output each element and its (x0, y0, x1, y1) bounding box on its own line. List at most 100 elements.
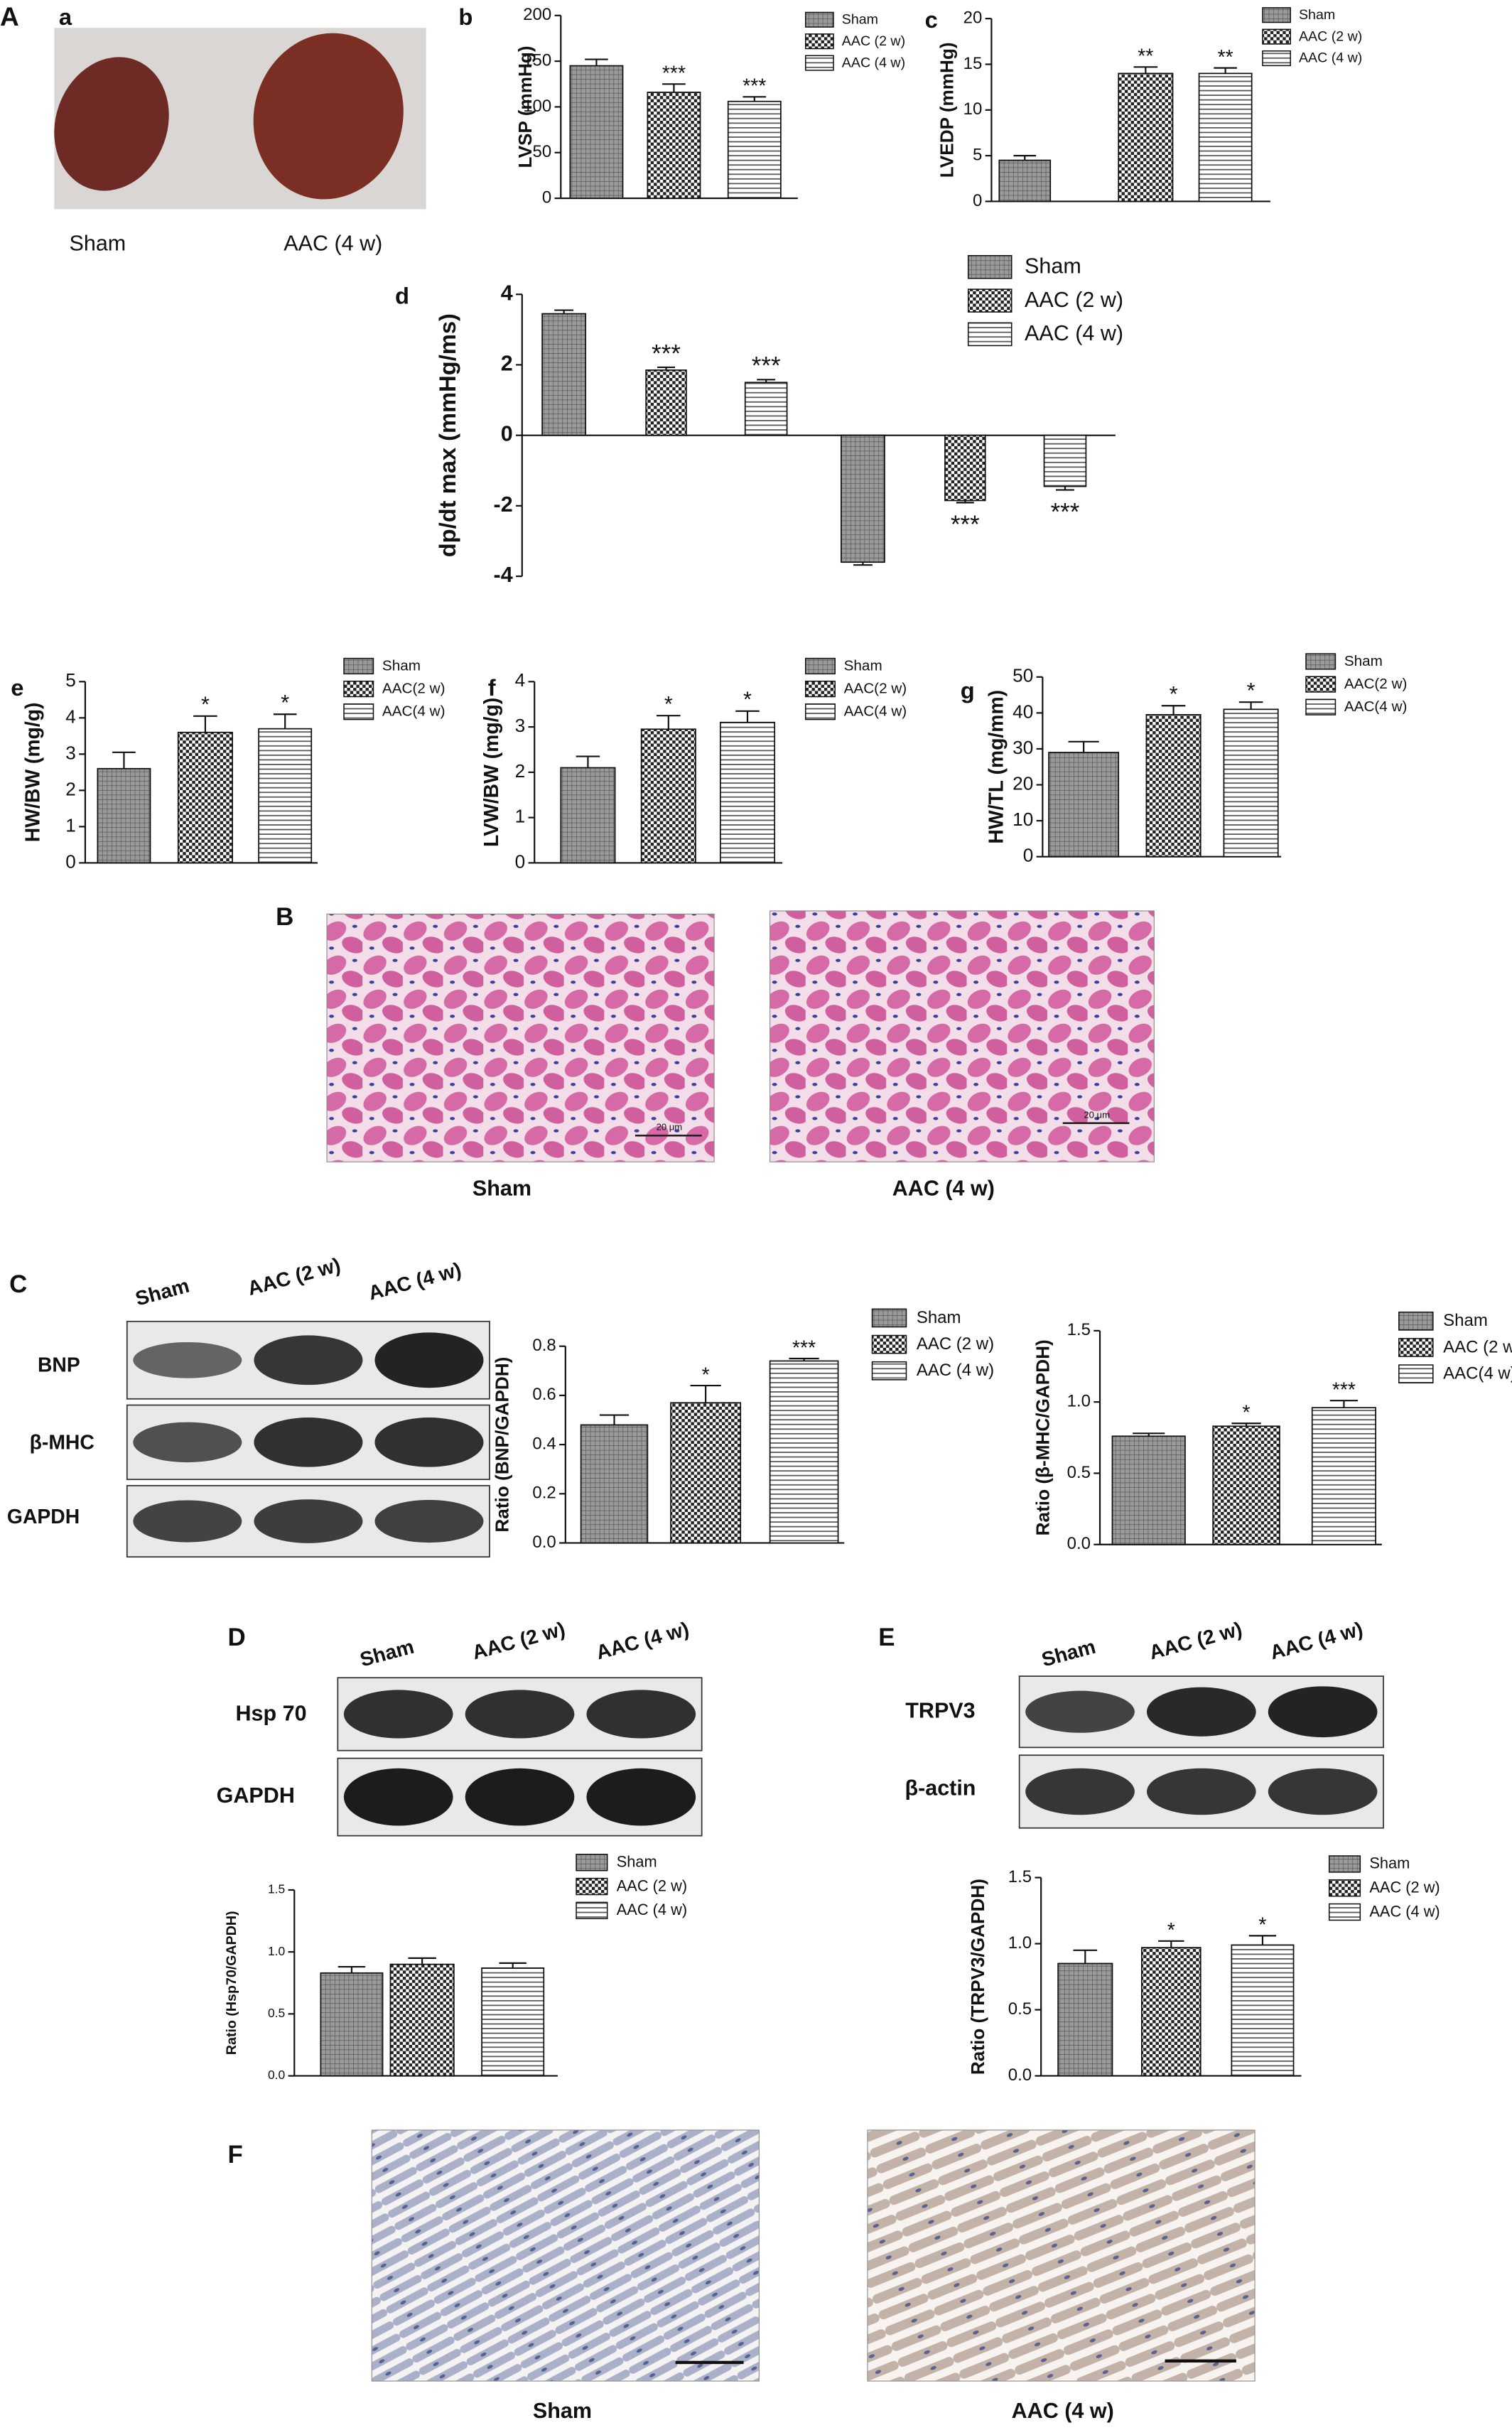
significance-label: *** (792, 1336, 816, 1359)
bar (569, 65, 624, 199)
y-tick-label: 30 (1012, 737, 1033, 758)
histology-image (326, 913, 715, 1162)
legend-label: AAC (4 w) (617, 1901, 687, 1918)
image-caption: AAC (4 w) (1012, 2399, 1114, 2423)
y-tick-label: 4 (65, 706, 76, 727)
y-tick-label: 0.0 (532, 1533, 556, 1552)
y-tick-label: 10 (963, 99, 983, 119)
error-bar (1329, 1400, 1359, 1408)
legend-label: AAC (4 w) (842, 55, 905, 70)
blot-band (586, 1690, 696, 1739)
y-tick-label: 0 (973, 191, 982, 210)
legend-swatch (871, 1334, 907, 1354)
image-caption: Sham (70, 232, 126, 256)
error-bar (956, 500, 974, 504)
bar (640, 728, 696, 864)
panel-label: B (276, 903, 293, 931)
blot-lane-label: AAC (4 w) (366, 1258, 464, 1305)
legend-swatch (1262, 7, 1291, 23)
significance-label: * (702, 1364, 710, 1386)
error-bar (1056, 486, 1074, 491)
legend-swatch (1305, 676, 1336, 693)
legend-swatch (805, 55, 834, 71)
legend-label: AAC(4 w) (1344, 698, 1408, 715)
legend-label: AAC (2 w) (1025, 288, 1123, 312)
significance-label: * (1247, 679, 1256, 703)
legend-swatch (871, 1308, 907, 1328)
legend-label: Sham (1443, 1311, 1488, 1330)
legend-label: AAC(4 w) (844, 703, 907, 720)
blot-row-label: TRPV3 (905, 1698, 975, 1722)
y-tick-label: 15 (963, 54, 983, 73)
significance-label: *** (652, 340, 681, 367)
blot-band (374, 1418, 484, 1467)
ihc-image (867, 2129, 1256, 2382)
error-bar (112, 751, 136, 769)
y-axis-title: Ratio (β-MHC/GAPDH) (1032, 1339, 1053, 1535)
y-tick-label: 0 (542, 188, 551, 207)
y-tick-label: 1 (515, 806, 526, 827)
legend-label: Sham (1299, 7, 1335, 23)
error-bar (657, 715, 681, 730)
panel-label: c (925, 6, 938, 33)
error-bar (599, 1414, 630, 1425)
blot-lane-label: Sham (1040, 1636, 1098, 1672)
heart-sham (54, 57, 169, 191)
bar (1048, 752, 1120, 858)
error-bar (1158, 1940, 1184, 1948)
significance-label: *** (951, 511, 980, 539)
panel-label: A (0, 1, 19, 31)
bar (645, 369, 687, 436)
bar (1231, 1944, 1295, 2077)
legend-label: AAC (2 w) (1369, 1879, 1440, 1896)
scale-bar-label: 20 μm (657, 1122, 683, 1133)
y-axis-title: HW/BW (mg/g) (21, 703, 44, 843)
blot-band (1146, 1768, 1256, 1815)
error-bar (585, 58, 608, 66)
blot-band (374, 1499, 484, 1543)
legend-swatch (343, 703, 374, 720)
y-tick-label: 0.2 (532, 1484, 556, 1503)
bar (1212, 1425, 1280, 1545)
significance-label: * (1167, 1919, 1175, 1942)
legend-swatch (1305, 698, 1336, 716)
error-bar (1133, 66, 1158, 74)
legend-swatch (1305, 653, 1336, 670)
error-bar (1013, 155, 1037, 161)
y-tick-label: 4 (501, 281, 513, 305)
blot-band (133, 1422, 242, 1463)
y-axis-title: HW/TL (mg/mm) (986, 690, 1008, 844)
y-tick-label: 0.5 (1067, 1463, 1091, 1482)
y-tick-label: 0.0 (1067, 1534, 1091, 1553)
legend-swatch (967, 288, 1012, 313)
blot-band (1025, 1768, 1135, 1815)
legend-label: AAC(2 w) (382, 681, 446, 697)
error-bar (853, 562, 873, 566)
legend-label: Sham (1369, 1854, 1410, 1872)
bar (727, 100, 782, 199)
significance-label: ** (1138, 45, 1153, 68)
bar (1198, 72, 1253, 202)
y-tick-label: 150 (523, 50, 551, 70)
error-bar (789, 1357, 819, 1361)
legend-swatch (1398, 1311, 1434, 1331)
error-bar (193, 715, 217, 733)
bar (841, 434, 885, 563)
legend-swatch (1328, 1879, 1361, 1897)
legend-swatch (805, 703, 836, 720)
significance-label: *** (1332, 1378, 1356, 1401)
blot-band (1268, 1768, 1378, 1815)
panel-label: F (228, 2141, 243, 2169)
legend-label: AAC(2 w) (1344, 676, 1408, 692)
y-axis-title: LVW/BW (mg/g) (480, 698, 503, 847)
y-tick-label: 1.0 (1067, 1391, 1091, 1410)
significance-label: ** (1218, 46, 1233, 69)
legend-label: Sham (1344, 653, 1383, 669)
legend-swatch (967, 322, 1012, 347)
y-axis-title: Ratio (BNP/GAPDH) (492, 1357, 513, 1533)
bar (1141, 1947, 1202, 2077)
legend-swatch (805, 33, 834, 50)
legend-swatch (967, 254, 1012, 279)
bar (177, 731, 233, 864)
legend-label: Sham (617, 1853, 657, 1871)
